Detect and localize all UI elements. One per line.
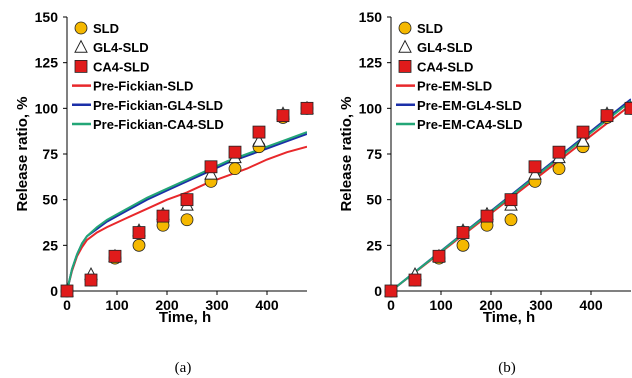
y-axis-label: Release ratio, % xyxy=(14,96,31,211)
point-CA4-SLD xyxy=(433,250,445,262)
legend-swatch-CA4-SLD xyxy=(75,60,87,72)
point-CA4-SLD xyxy=(133,227,145,239)
x-tick-label: 100 xyxy=(429,297,453,313)
point-CA4-SLD xyxy=(625,102,632,114)
y-tick-label: 25 xyxy=(42,237,58,253)
x-tick-label: 0 xyxy=(63,297,71,313)
x-axis-label: Time, h xyxy=(159,309,211,326)
point-CA4-SLD xyxy=(457,227,469,239)
legend: SLD GL4-SLD CA4-SLD Pre-EM-SLD Pre-EM-GL4-SL… xyxy=(396,21,522,132)
point-SLD xyxy=(133,239,145,251)
point-SLD xyxy=(505,214,517,226)
legend-label: GL4-SLD xyxy=(93,40,149,55)
x-tick-label: 100 xyxy=(105,297,129,313)
legend-label: SLD xyxy=(93,21,119,36)
legend-label: CA4-SLD xyxy=(93,59,149,74)
x-tick-label: 400 xyxy=(255,297,279,313)
y-tick-label: 150 xyxy=(35,9,59,25)
point-CA4-SLD xyxy=(505,194,517,206)
y-tick-label: 0 xyxy=(50,283,58,299)
y-tick-label: 75 xyxy=(42,146,58,162)
legend-label: Pre-EM-SLD xyxy=(417,79,492,94)
point-SLD xyxy=(457,239,469,251)
legend: SLD GL4-SLD CA4-SLD Pre-Fickian-SLD Pre-Fick… xyxy=(72,21,224,132)
legend-swatch-SLD xyxy=(399,22,411,34)
y-tick-label: 100 xyxy=(359,100,383,116)
legend-label: CA4-SLD xyxy=(417,59,473,74)
panel-caption: (b) xyxy=(498,360,516,376)
point-CA4-SLD xyxy=(205,161,217,173)
point-CA4-SLD xyxy=(577,126,589,138)
x-tick-label: 400 xyxy=(579,297,603,313)
point-CA4-SLD xyxy=(601,110,613,122)
series-line-Pre-Fickian-CA4-SLD xyxy=(67,132,307,291)
plot-area xyxy=(67,132,307,291)
point-SLD xyxy=(181,214,193,226)
y-tick-label: 125 xyxy=(35,55,59,71)
point-CA4-SLD xyxy=(229,146,241,158)
point-CA4-SLD xyxy=(253,126,265,138)
point-CA4-SLD xyxy=(157,210,169,222)
y-tick-label: 0 xyxy=(374,283,382,299)
y-tick-label: 75 xyxy=(366,146,382,162)
point-CA4-SLD xyxy=(85,274,97,286)
legend-swatch-GL4-SLD xyxy=(75,41,87,53)
panel-caption: (a) xyxy=(175,360,192,376)
point-CA4-SLD xyxy=(301,102,313,114)
legend-label: SLD xyxy=(417,21,443,36)
legend-label: Pre-Fickian-GL4-SLD xyxy=(93,98,223,113)
y-tick-label: 50 xyxy=(366,192,382,208)
point-CA4-SLD xyxy=(385,285,397,297)
legend-label: Pre-EM-CA4-SLD xyxy=(417,117,522,132)
point-SLD xyxy=(553,163,565,175)
y-tick-label: 25 xyxy=(366,237,382,253)
point-CA4-SLD xyxy=(409,274,421,286)
point-CA4-SLD xyxy=(553,146,565,158)
x-axis-label: Time, h xyxy=(483,309,535,326)
legend-swatch-CA4-SLD xyxy=(399,60,411,72)
y-tick-label: 50 xyxy=(42,192,58,208)
legend-label: Pre-Fickian-SLD xyxy=(93,79,193,94)
point-CA4-SLD xyxy=(481,210,493,222)
legend-label: Pre-Fickian-CA4-SLD xyxy=(93,117,224,132)
point-CA4-SLD xyxy=(277,110,289,122)
legend-label: Pre-EM-GL4-SLD xyxy=(417,98,522,113)
legend-swatch-SLD xyxy=(75,22,87,34)
point-CA4-SLD xyxy=(61,285,73,297)
x-tick-label: 0 xyxy=(387,297,395,313)
point-SLD xyxy=(229,163,241,175)
point-CA4-SLD xyxy=(109,250,121,262)
y-axis-label: Release ratio, % xyxy=(338,96,355,211)
y-tick-label: 150 xyxy=(359,9,383,25)
point-CA4-SLD xyxy=(529,161,541,173)
y-tick-label: 100 xyxy=(35,100,59,116)
point-CA4-SLD xyxy=(181,194,193,206)
y-tick-label: 125 xyxy=(359,55,383,71)
legend-swatch-GL4-SLD xyxy=(399,41,411,53)
legend-label: GL4-SLD xyxy=(417,40,473,55)
